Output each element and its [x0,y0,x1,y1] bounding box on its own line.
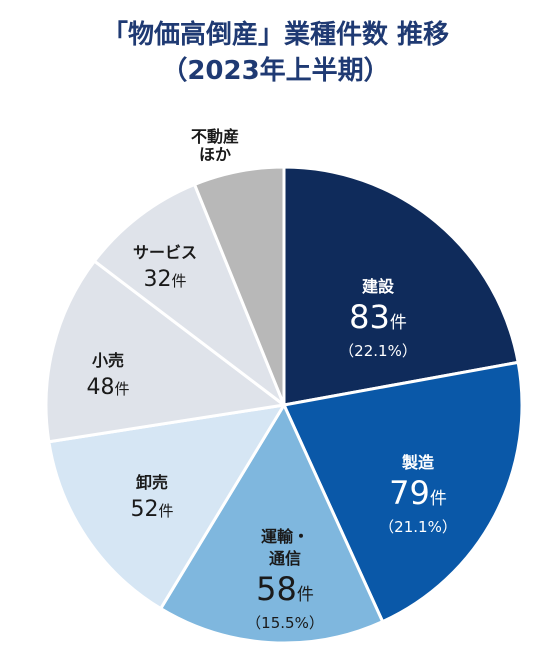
slice-label-6: サービス 32件 [133,243,197,292]
slice-label-4: 卸売 52件 [130,473,173,522]
pie-slice-7 [192,165,286,406]
pie-slice-3 [158,401,385,645]
pie-slice-2 [281,360,524,624]
slice-percent-2: （21.1%） [379,518,457,536]
slice-name-3-2: 通信 [269,549,301,568]
slice-name-4-1: 卸売 [136,473,168,492]
slice-label-5: 小売 48件 [86,351,129,400]
slice-name-2-1: 製造 [401,453,435,472]
slice-name-6-1: サービス [133,243,197,262]
slice-percent-3: （15.5%） [246,614,324,632]
slice-name-7-2: ほか [199,145,231,164]
slice-name-3-1: 運輸・ [261,527,309,546]
pie-slice-1 [282,165,520,407]
slice-value-1: 83件 [349,298,407,336]
pie-slice-5 [44,259,288,444]
chart-title-line1: 「物価高倒産」業種件数 推移 [101,20,450,50]
slice-label-2: 製造 79件 （21.1%） [379,453,457,536]
slice-label-1: 建設 83件 （22.1%） [339,277,417,360]
slice-value-2: 79件 [389,474,447,512]
slice-value-5: 48件 [86,375,129,400]
slice-percent-1: （22.1%） [339,342,417,360]
slice-name-7-1: 不動産 [191,127,239,146]
slice-name-5-1: 小売 [92,351,124,370]
slice-value-4: 52件 [130,497,173,522]
slice-value-6: 32件 [143,267,186,292]
chart-title-line2: （2023年上半期） [161,56,390,86]
pie-slice-4 [47,403,287,611]
pie-slice-6 [92,182,288,410]
slice-name-1-1: 建設 [362,277,395,296]
slice-label-3: 運輸・通信 58件 （15.5%） [246,527,324,632]
slice-value-3: 58件 [256,570,314,608]
